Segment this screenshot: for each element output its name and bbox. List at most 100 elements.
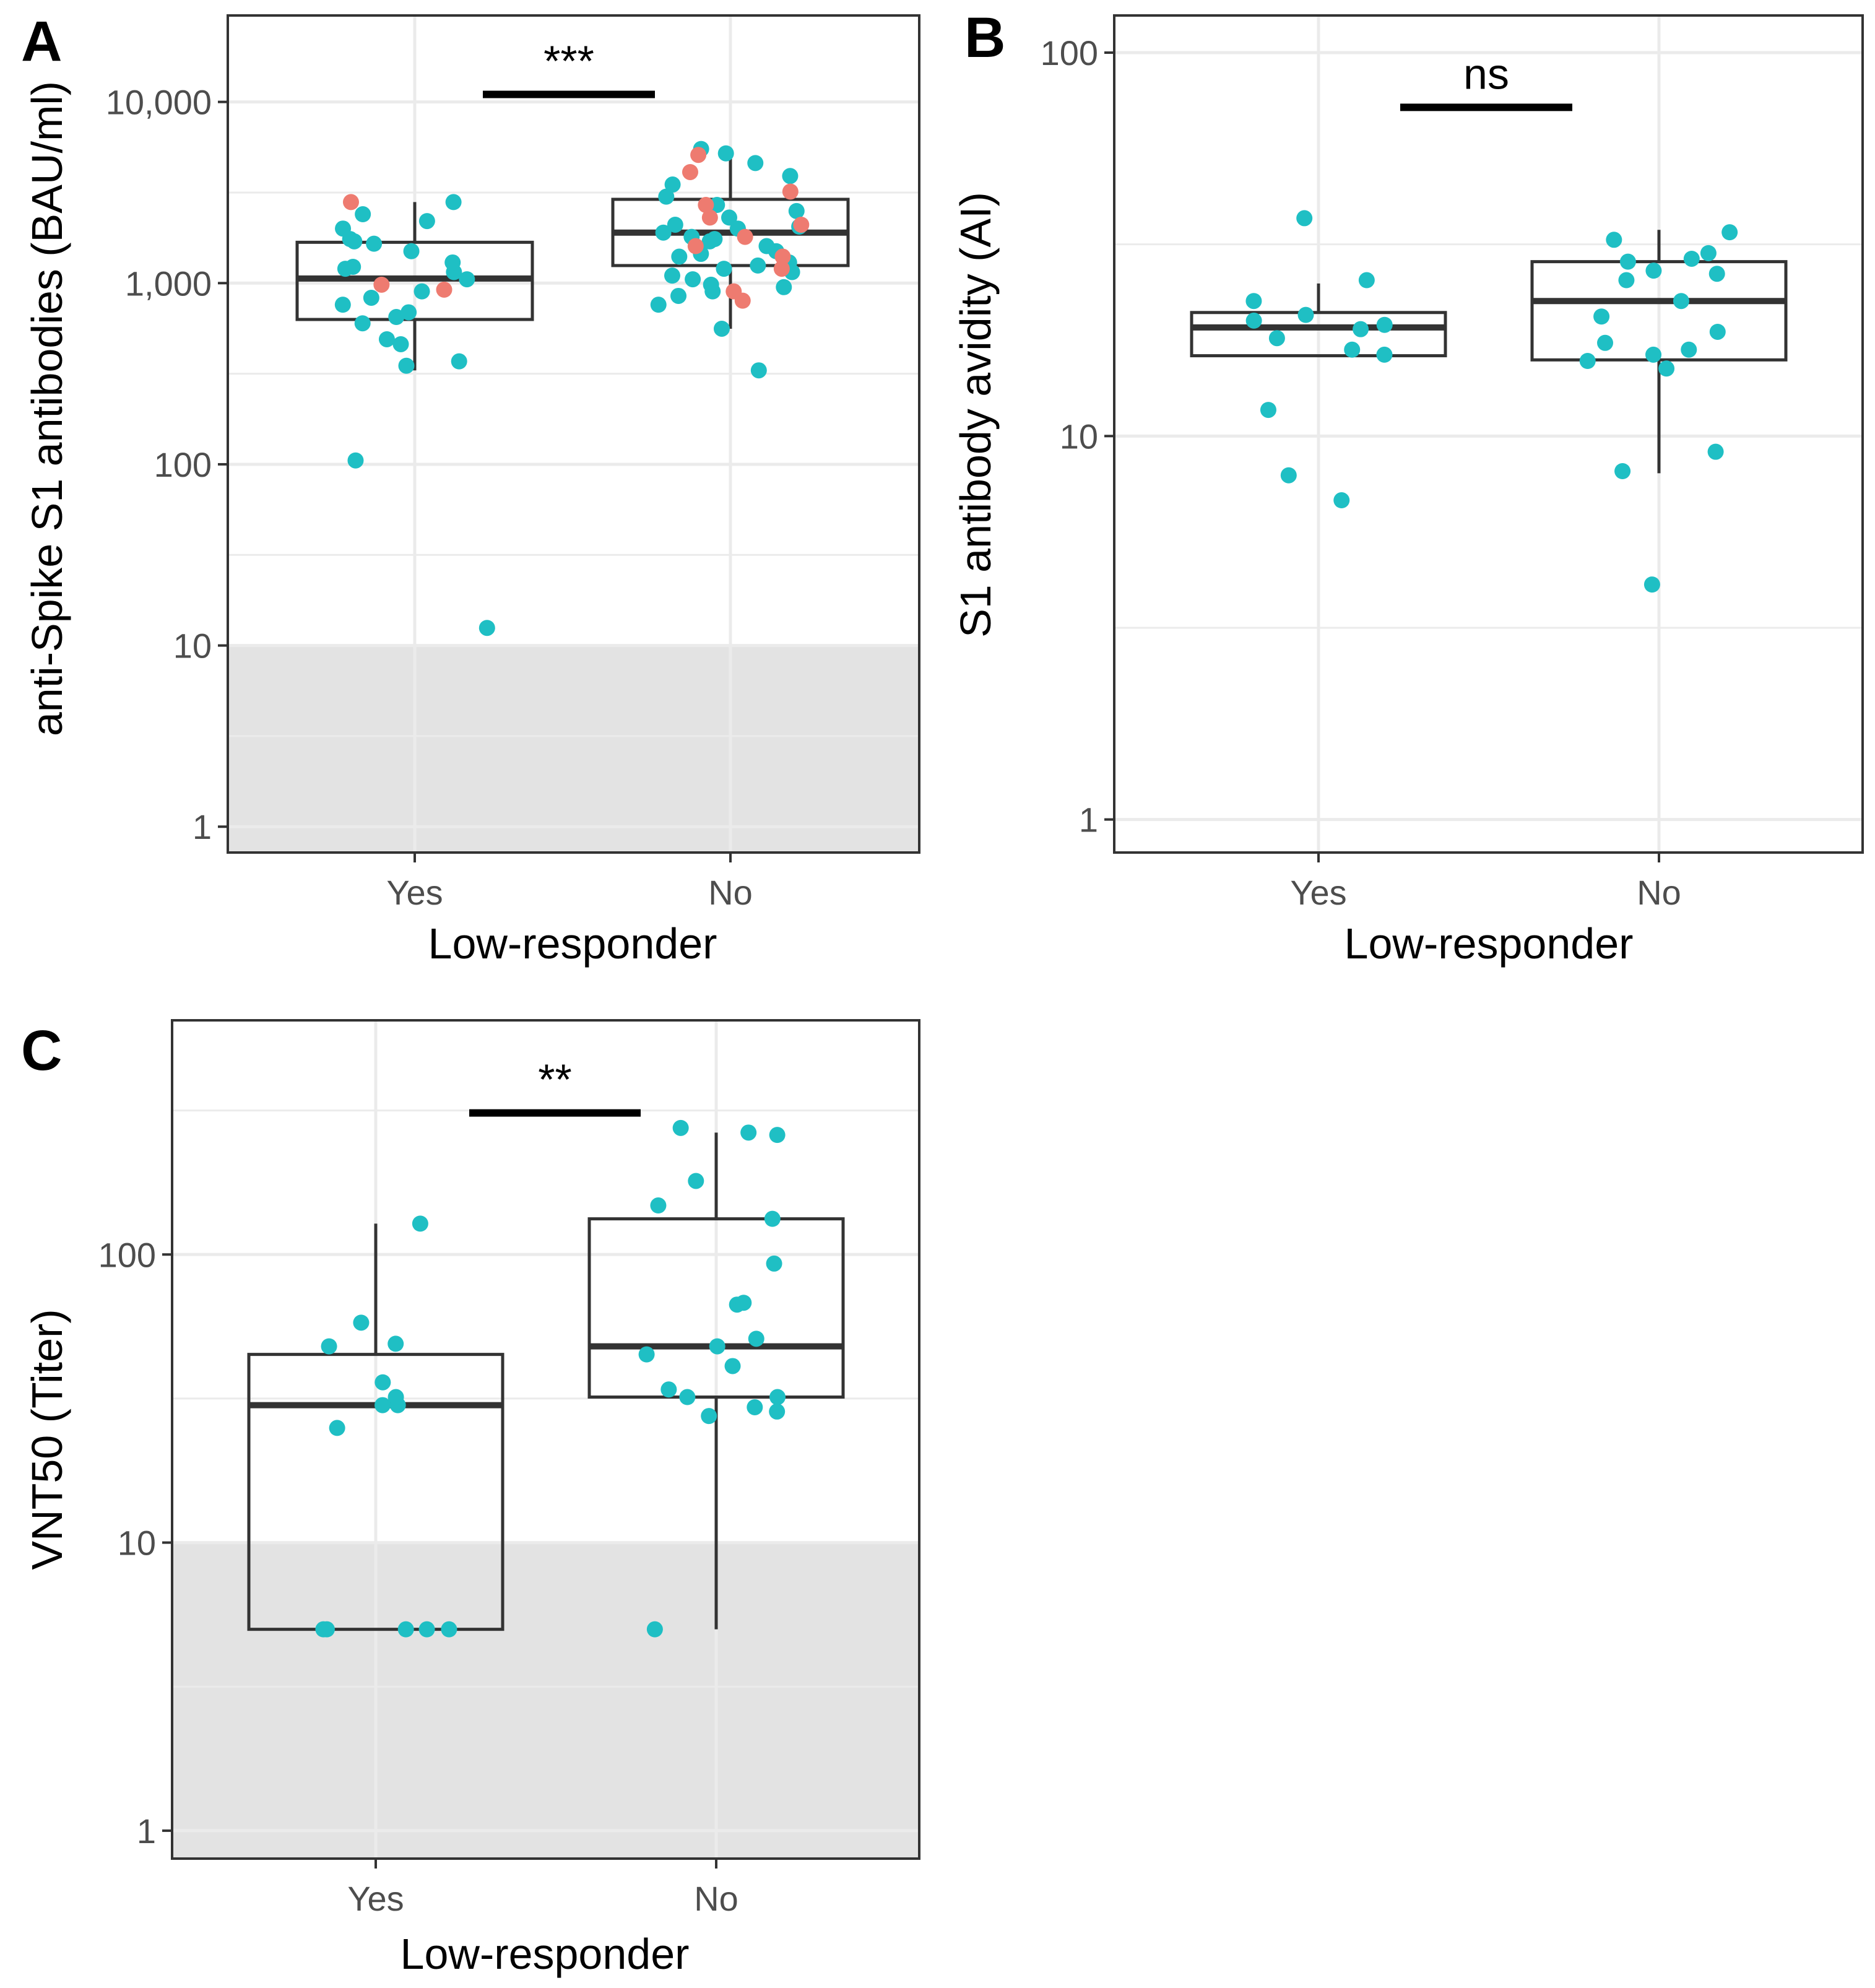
panel-a-y-tick-label: 10 bbox=[173, 627, 212, 666]
panel-a-data-point bbox=[334, 297, 351, 313]
panel-c-data-point bbox=[766, 1255, 782, 1272]
panel-c-data-point bbox=[747, 1399, 763, 1415]
panel-a-data-point bbox=[378, 331, 395, 347]
panel-letter-c: C bbox=[21, 1019, 62, 1082]
panel-a-data-point bbox=[747, 155, 764, 171]
panel-a-data-point bbox=[721, 209, 738, 226]
panel-c-box-no bbox=[587, 1217, 845, 1399]
panel-c: C VNT50 (Titer) Low-responder 1 10 100 Yes N… bbox=[21, 1019, 920, 1978]
panel-b-data-point bbox=[1376, 316, 1393, 333]
panel-c-shaded-region bbox=[172, 1542, 919, 1859]
panel-a-data-point bbox=[685, 271, 701, 288]
panel-a-shaded-region bbox=[228, 645, 919, 853]
panel-b-plot: 1 10 100 Yes No ns bbox=[1041, 14, 1864, 912]
panel-c-y-tick-label: 10 bbox=[118, 1524, 156, 1563]
panel-a-data-point bbox=[354, 315, 371, 332]
panel-a-data-point bbox=[650, 297, 667, 313]
panel-a-data-point bbox=[363, 289, 379, 306]
panel-a-panel-border bbox=[227, 14, 920, 854]
panel-c-y-axis-title: VNT50 (Titer) bbox=[23, 1309, 71, 1569]
panel-b-data-point bbox=[1658, 360, 1675, 377]
panel-c-data-point bbox=[748, 1330, 764, 1347]
panel-a-data-point bbox=[401, 304, 417, 321]
panel-c-significance-label: ** bbox=[538, 1056, 571, 1104]
panel-b-data-point bbox=[1260, 402, 1276, 419]
panel-a-data-point bbox=[655, 224, 672, 241]
panel-c-data-point bbox=[646, 1621, 663, 1638]
panel-c-plot: 1 10 100 Yes No ** bbox=[98, 1019, 920, 1918]
panel-a-data-point bbox=[671, 248, 688, 265]
panel-a-data-point bbox=[758, 238, 775, 254]
panel-c-data-point bbox=[318, 1621, 335, 1638]
panel-letter-a: A bbox=[21, 10, 62, 73]
panel-a-data-point bbox=[451, 353, 467, 370]
panel-a-data-point bbox=[737, 228, 753, 245]
panel-b-data-point bbox=[1683, 250, 1700, 267]
panel-c-y-tick-label: 100 bbox=[98, 1235, 156, 1274]
panel-a-data-point bbox=[478, 620, 495, 636]
panel-a-data-point bbox=[690, 147, 707, 163]
panel-c-box-yes bbox=[247, 1353, 504, 1631]
panel-c-data-point bbox=[735, 1295, 752, 1311]
panel-a-data-point bbox=[709, 197, 725, 214]
panel-a-y-axis-title: anti-Spike S1 antibodies (BAU/ml) bbox=[23, 81, 71, 736]
panel-b-x-axis-title: Low-responder bbox=[1345, 919, 1634, 968]
panel-c-x-tick-label: Yes bbox=[347, 1879, 404, 1918]
panel-c-data-point bbox=[388, 1335, 404, 1352]
panel-b-plot-background bbox=[1114, 15, 1863, 853]
panel-a-data-point bbox=[750, 362, 767, 379]
panel-b-data-point bbox=[1681, 341, 1697, 358]
panel-a-data-point bbox=[436, 281, 453, 298]
panel-a-y-tick-label: 1,000 bbox=[125, 264, 212, 303]
panel-c-data-point bbox=[764, 1210, 781, 1227]
panel-b-data-point bbox=[1645, 263, 1662, 279]
panel-c-data-point bbox=[388, 1389, 404, 1405]
panel-c-data-point bbox=[769, 1127, 786, 1144]
panel-b-x-tick-label: No bbox=[1637, 873, 1681, 912]
panel-letter-b: B bbox=[964, 6, 1005, 69]
panel-b-data-point bbox=[1280, 467, 1297, 484]
panel-c-data-point bbox=[375, 1397, 391, 1413]
panel-b-data-point bbox=[1245, 293, 1262, 310]
panel-c-x-tick-label: No bbox=[694, 1879, 738, 1918]
panel-b-data-point bbox=[1353, 321, 1369, 337]
panel-a-y-tick-label: 10,000 bbox=[106, 83, 212, 122]
panel-c-data-point bbox=[740, 1124, 757, 1141]
panel-a-data-point bbox=[687, 238, 704, 254]
panel-a-data-point bbox=[373, 276, 390, 293]
panel-b-panel-border bbox=[1113, 14, 1864, 854]
panel-b-y-tick-label: 10 bbox=[1060, 417, 1098, 456]
panel-a-data-point bbox=[664, 176, 681, 193]
panel-a-data-point bbox=[670, 287, 687, 304]
panel-c-data-point bbox=[688, 1173, 704, 1189]
panel-a-data-point bbox=[773, 261, 790, 277]
panel-a-data-point bbox=[782, 183, 799, 200]
panel-a-y-tick-label: 1 bbox=[193, 807, 212, 846]
panel-a-plot: 1 10 100 1,000 10,000 Yes No *** bbox=[106, 14, 920, 912]
panel-a-data-point bbox=[664, 267, 680, 284]
panel-a-data-point bbox=[750, 257, 766, 274]
panel-a-data-point bbox=[445, 194, 462, 211]
panel-a-x-tick-label: No bbox=[708, 873, 753, 912]
panel-a-data-point bbox=[345, 258, 362, 275]
panel-a-data-point bbox=[776, 279, 792, 295]
panel-c-data-point bbox=[709, 1338, 725, 1355]
panel-b-data-point bbox=[1268, 330, 1285, 347]
panel-c-y-tick-label: 1 bbox=[137, 1812, 156, 1851]
panel-b: B S1 antibody avidity (AI) Low-responder… bbox=[951, 6, 1864, 968]
panel-c-data-point bbox=[660, 1381, 677, 1398]
panel-b-data-point bbox=[1376, 346, 1393, 363]
panel-a-data-point bbox=[347, 452, 364, 469]
panel-c-data-point bbox=[353, 1314, 370, 1331]
panel-c-data-point bbox=[638, 1346, 655, 1363]
panel-a-data-point bbox=[459, 271, 475, 288]
panel-a-x-axis-title: Low-responder bbox=[428, 919, 717, 968]
panel-c-data-point bbox=[397, 1621, 414, 1638]
panel-a-data-point bbox=[717, 145, 734, 162]
panel-c-data-point bbox=[412, 1215, 428, 1232]
panel-c-data-point bbox=[724, 1358, 741, 1374]
panel-b-y-tick-label: 100 bbox=[1041, 33, 1098, 72]
panel-b-data-point bbox=[1673, 293, 1689, 310]
panel-c-x-axis-title: Low-responder bbox=[401, 1930, 690, 1978]
